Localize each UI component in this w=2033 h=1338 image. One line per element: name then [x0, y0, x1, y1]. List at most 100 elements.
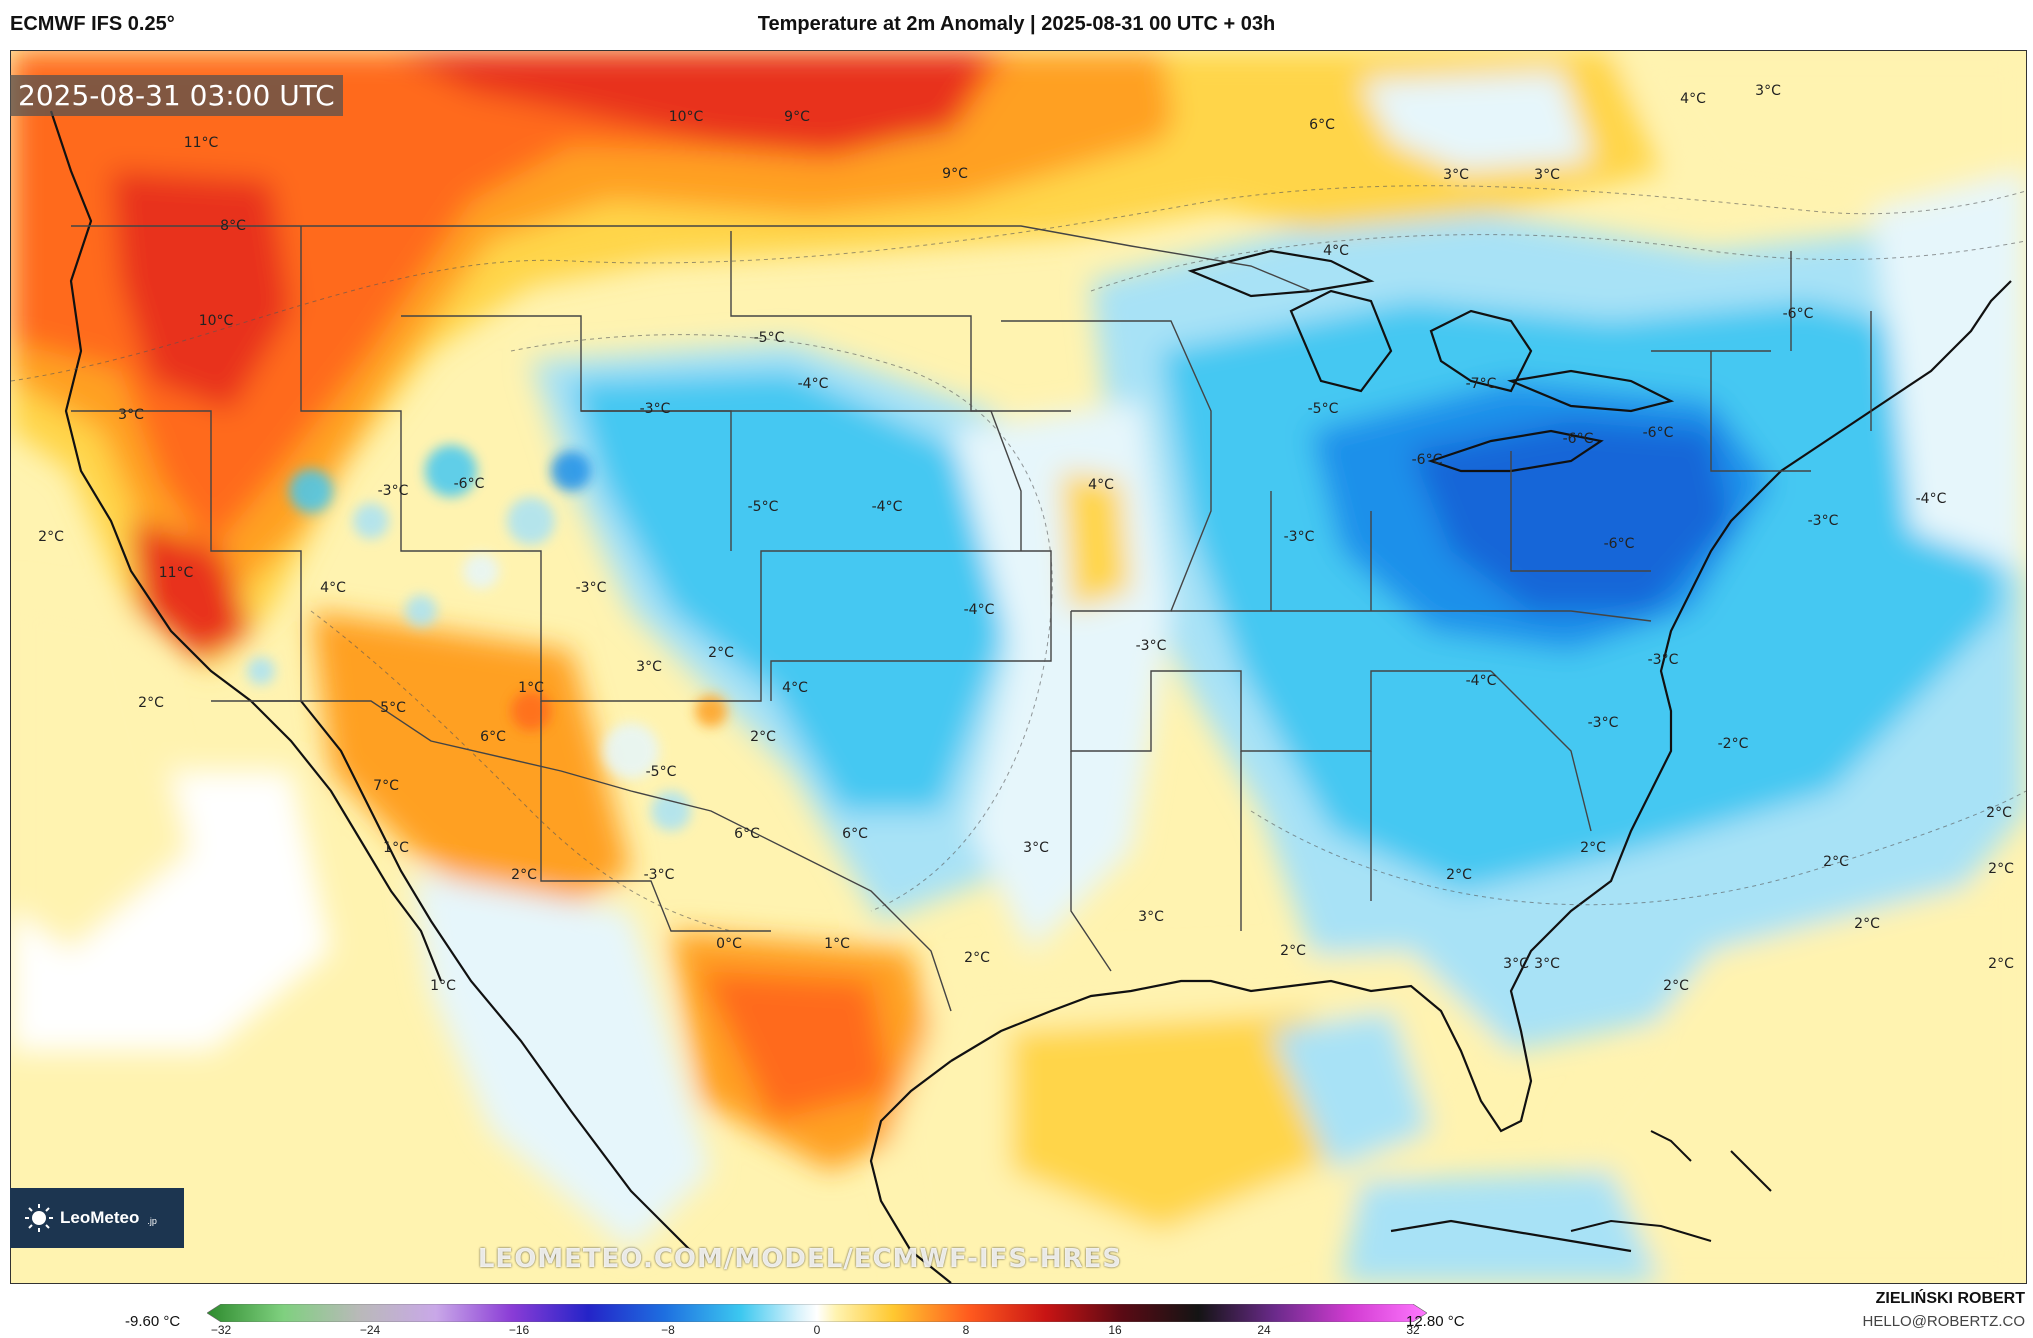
anomaly-label: -3°C — [643, 867, 675, 883]
islands — [1570, 1130, 1772, 1242]
anomaly-label: -3°C — [377, 483, 409, 499]
anomaly-label: 2°C — [1986, 805, 2012, 821]
sun-icon — [25, 1204, 53, 1232]
anomaly-label: 2°C — [138, 695, 164, 711]
anomaly-label: -5°C — [645, 764, 677, 780]
anomaly-label: 2°C — [1446, 867, 1472, 883]
anomaly-label: 11°C — [183, 135, 219, 151]
coastlines — [49, 110, 2012, 1283]
anomaly-label: -4°C — [797, 376, 829, 392]
anomaly-label: 9°C — [942, 166, 968, 182]
anomaly-label: 3°C — [1755, 83, 1781, 99]
anomaly-label: -3°C — [1807, 513, 1839, 529]
anomaly-label: -2°C — [1717, 736, 1749, 752]
anomaly-label: 2°C — [1854, 916, 1880, 932]
anomaly-label: 2°C — [1988, 861, 2014, 877]
author-name: ZIELIŃSKI ROBERT — [1875, 1290, 2025, 1307]
colorbar-tick-label: 24 — [1257, 1323, 1271, 1337]
anomaly-label: -5°C — [747, 499, 779, 515]
anomaly-label: 1°C — [518, 680, 544, 696]
anomaly-map — [11, 51, 2026, 1283]
anomaly-label: 3°C — [636, 659, 662, 675]
anomaly-label: 3°C — [1443, 167, 1469, 183]
colorbar-tick-label: −32 — [210, 1323, 232, 1337]
anomaly-label: 6°C — [1309, 117, 1335, 133]
anomaly-label: -4°C — [1915, 491, 1947, 507]
anomaly-label: -4°C — [1465, 673, 1497, 689]
colorbar-tick-label: −16 — [508, 1323, 530, 1337]
leometeo-logo[interactable]: LeoMeteo .jp — [10, 1188, 184, 1248]
anomaly-label: 5°C — [380, 700, 406, 716]
anomaly-label: -3°C — [639, 401, 671, 417]
map-title: Temperature at 2m Anomaly | 2025-08-31 0… — [757, 13, 1276, 35]
anomaly-label: 6°C — [842, 826, 868, 842]
anomaly-label: 1°C — [430, 978, 456, 994]
borders — [71, 225, 1872, 1012]
anomaly-label: 10°C — [198, 313, 234, 329]
anomaly-label: 0°C — [716, 936, 742, 952]
anomaly-label: 2°C — [1663, 978, 1689, 994]
colorbar-tick-label: 16 — [1108, 1323, 1122, 1337]
source-watermark: LEOMETEO.COM/MODEL/ECMWF-IFS-HRES — [477, 1244, 1123, 1274]
anomaly-label: 2°C — [708, 645, 734, 661]
anomaly-label: 6°C — [734, 826, 760, 842]
anomaly-label: 9°C — [784, 109, 810, 125]
anomaly-label: 3°C — [118, 407, 144, 423]
anomaly-label: -4°C — [963, 602, 995, 618]
anomaly-label: -6°C — [453, 476, 485, 492]
valid-time-badge: 2025-08-31 03:00 UTC — [10, 75, 343, 116]
colorbar-tick-label: −8 — [661, 1323, 675, 1337]
anomaly-label: 2°C — [1988, 956, 2014, 972]
logo-name: LeoMeteo — [60, 1208, 140, 1227]
anomaly-label: 3°C — [1023, 840, 1049, 856]
anomaly-label: 4°C — [782, 680, 808, 696]
colorbar-tick-label: 32 — [1406, 1323, 1420, 1337]
author-email[interactable]: HELLO@ROBERTZ.CO — [1862, 1313, 2025, 1330]
colorbar-min-label: -9.60 °C — [125, 1313, 181, 1330]
anomaly-label: 2°C — [1580, 840, 1606, 856]
anomaly-label: 3°C — [1534, 167, 1560, 183]
anomaly-label: 4°C — [1680, 91, 1706, 107]
anomaly-label: 7°C — [373, 778, 399, 794]
anomaly-label: -5°C — [1307, 401, 1339, 417]
colorbar — [207, 1304, 1427, 1322]
colorbar-tick-label: −24 — [359, 1323, 381, 1337]
anomaly-label: -6°C — [1411, 452, 1443, 468]
anomaly-label: -6°C — [1782, 306, 1814, 322]
anomaly-label: 2°C — [511, 867, 537, 883]
anomaly-label: 10°C — [668, 109, 704, 125]
anomaly-label: 4°C — [1323, 243, 1349, 259]
mountain-speckles — [247, 445, 727, 831]
anomaly-label: 3°C — [1503, 956, 1529, 972]
anomaly-label: 2°C — [964, 950, 990, 966]
anomaly-label: -4°C — [871, 499, 903, 515]
contours — [11, 185, 2026, 932]
anomaly-label: 1°C — [824, 936, 850, 952]
colorbar-tick-label: 0 — [813, 1323, 821, 1337]
anomaly-label: -3°C — [1587, 715, 1619, 731]
anomaly-label: 11°C — [158, 565, 194, 581]
header: ECMWF IFS 0.25° Temperature at 2m Anomal… — [0, 0, 2033, 50]
anomaly-label: -3°C — [575, 580, 607, 596]
anomaly-label: 3°C — [1138, 909, 1164, 925]
anomaly-label: 2°C — [1823, 854, 1849, 870]
anomaly-label: 2°C — [38, 529, 64, 545]
colorbar-tick-label: 8 — [962, 1323, 970, 1337]
anomaly-label: 4°C — [1088, 477, 1114, 493]
anomaly-label: 2°C — [1280, 943, 1306, 959]
anomaly-label: -6°C — [1603, 536, 1635, 552]
map-area[interactable]: 11°C 10°C 9°C 9°C 6°C 4°C 3°C 3°C 3°C 8°C 4°C -6°C 1… — [10, 50, 2027, 1284]
anomaly-label: 4°C — [320, 580, 346, 596]
colorbar-max-label: 12.80 °C — [1406, 1313, 1465, 1330]
anomaly-label: -7°C — [1465, 376, 1497, 392]
anomaly-label: 3°C — [1534, 956, 1560, 972]
anomaly-label: -3°C — [1647, 652, 1679, 668]
anomaly-label: -3°C — [1135, 638, 1167, 654]
model-name: ECMWF IFS 0.25° — [10, 13, 175, 35]
anomaly-label: 6°C — [480, 729, 506, 745]
anomaly-label: 2°C — [750, 729, 776, 745]
anomaly-fields — [11, 51, 2026, 1283]
anomaly-label: -5°C — [753, 330, 785, 346]
logo-suffix: .jp — [147, 1216, 157, 1226]
anomaly-label: -6°C — [1562, 431, 1594, 447]
